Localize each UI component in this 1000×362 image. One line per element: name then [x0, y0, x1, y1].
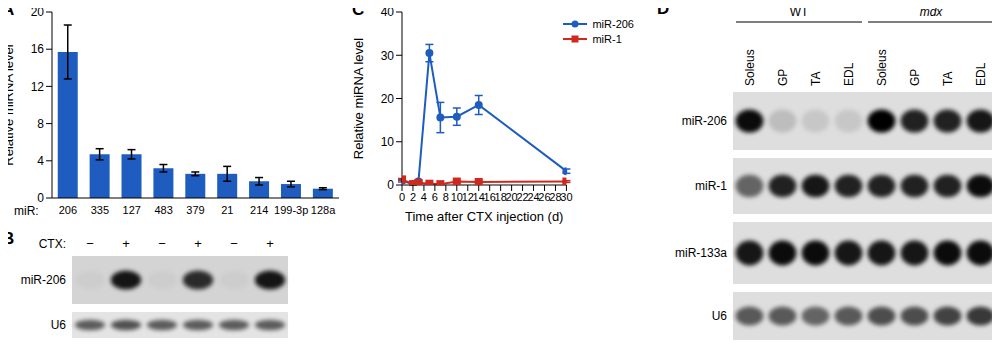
svg-text:12: 12 [31, 80, 45, 94]
svg-text:Soleus: Soleus [875, 49, 889, 86]
svg-text:−: − [86, 236, 94, 251]
svg-text:40: 40 [381, 8, 395, 19]
svg-text:0: 0 [399, 191, 405, 203]
svg-text:EDL: EDL [842, 62, 856, 86]
svg-text:−: − [230, 236, 238, 251]
svg-text:+: + [122, 236, 130, 251]
svg-text:D: D [657, 8, 669, 18]
svg-text:128a: 128a [311, 204, 336, 216]
svg-text:B: B [8, 230, 14, 248]
svg-text:miR-206: miR-206 [21, 273, 67, 287]
html-text:10 12 14 16 18 20 22 24 26 28: 10 12 14 16 18 20 22 24 26 28 [450, 190, 562, 203]
svg-text:Relative miRNA level: Relative miRNA level [351, 38, 366, 159]
svg-text:TA: TA [941, 72, 955, 86]
svg-text:30: 30 [560, 191, 572, 203]
svg-text:−: − [158, 236, 166, 251]
svg-text:199-3p: 199-3p [274, 204, 308, 216]
svg-text:CTX:: CTX: [39, 237, 66, 251]
svg-text:21: 21 [221, 204, 233, 216]
svg-text:20: 20 [31, 8, 45, 19]
svg-text:4: 4 [421, 191, 427, 203]
svg-text:2: 2 [410, 191, 416, 203]
svg-text:Soleus: Soleus [743, 49, 757, 86]
svg-text:miR-133a: miR-133a [675, 246, 727, 260]
svg-text:0: 0 [387, 178, 394, 192]
svg-text:U6: U6 [712, 309, 728, 323]
html-text:miR:: miR: [14, 204, 39, 218]
svg-text:GP: GP [776, 69, 790, 86]
svg-text:8: 8 [443, 191, 449, 203]
svg-text:Relative miRNA level: Relative miRNA level [8, 44, 16, 165]
svg-text:335: 335 [91, 204, 109, 216]
svg-text:Time after CTX injection (d): Time after CTX injection (d) [405, 209, 563, 224]
svg-text:GP: GP [908, 69, 922, 86]
svg-text:4: 4 [37, 154, 44, 168]
svg-text:16: 16 [31, 42, 45, 56]
svg-text:10: 10 [381, 135, 395, 149]
svg-text:miR-206: miR-206 [682, 114, 728, 128]
svg-text:8: 8 [37, 117, 44, 131]
svg-text:miR-1: miR-1 [695, 179, 727, 193]
html-text:miR-206: miR-206 [592, 17, 634, 30]
svg-text:483: 483 [154, 204, 172, 216]
svg-text:214: 214 [250, 204, 268, 216]
html-text:miR-1: miR-1 [592, 32, 622, 45]
svg-text:30: 30 [381, 49, 395, 63]
svg-text:379: 379 [186, 204, 204, 216]
svg-text:mdx: mdx [920, 8, 944, 19]
svg-text:20: 20 [381, 92, 395, 106]
svg-text:0: 0 [37, 191, 44, 205]
html-text:C: C [352, 0, 365, 19]
svg-text:6: 6 [432, 191, 438, 203]
svg-text:TA: TA [809, 72, 823, 86]
svg-text:127: 127 [123, 204, 141, 216]
svg-text:206: 206 [59, 204, 77, 216]
svg-text:+: + [194, 236, 202, 251]
html-text:A: A [2, 0, 15, 19]
svg-text:WT: WT [790, 8, 809, 19]
svg-text:EDL: EDL [974, 62, 988, 86]
svg-text:U6: U6 [51, 318, 67, 332]
svg-text:+: + [266, 236, 274, 251]
